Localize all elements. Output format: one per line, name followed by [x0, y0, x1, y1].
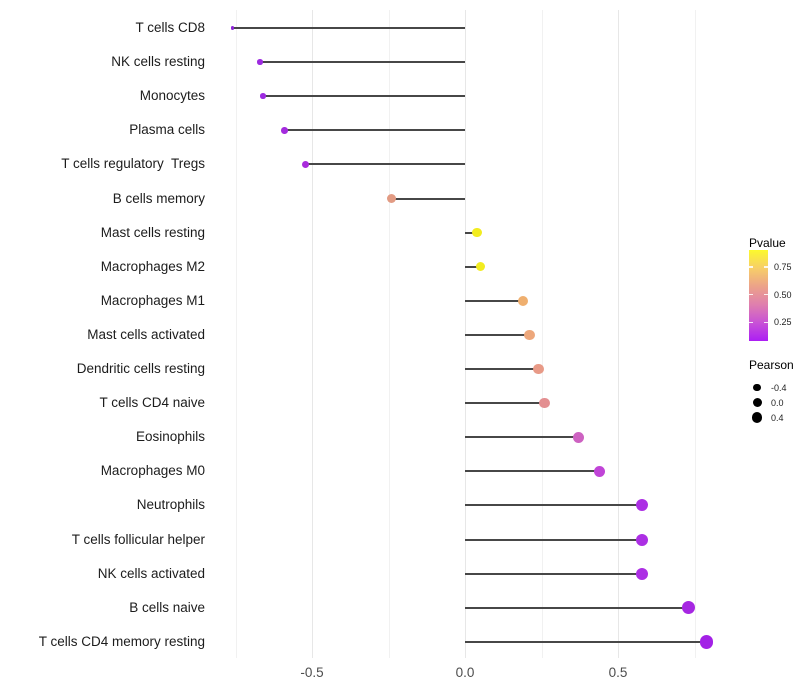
pearson-legend-label: -0.4 [771, 382, 787, 393]
gridline [388, 10, 390, 658]
lollipop-dot [533, 363, 544, 375]
pvalue-tick-mark [749, 266, 753, 268]
category-label: B cells naive [129, 599, 205, 615]
lollipop-stem [465, 470, 600, 473]
pvalue-colorbar [749, 250, 768, 341]
lollipop-dot [572, 431, 584, 443]
lollipop-stem [232, 27, 465, 29]
lollipop-stem [465, 640, 707, 643]
pvalue-tick-mark [764, 321, 768, 323]
pearson-legend-label: 0.0 [771, 397, 784, 408]
lollipop-dot [472, 227, 482, 238]
lollipop-stem [305, 163, 465, 166]
pvalue-tick-mark [749, 293, 753, 296]
lollipop-stem [465, 504, 643, 507]
lollipop-dot [257, 59, 263, 65]
category-label: B cells memory [112, 190, 205, 206]
category-label: T cells follicular helper [71, 531, 205, 547]
category-label: Mast cells resting [100, 224, 205, 240]
lollipop-dot [636, 567, 649, 580]
lollipop-stem [263, 95, 465, 98]
pvalue-tick-label: 0.50 [774, 289, 792, 300]
lollipop-stem [259, 61, 465, 64]
lollipop-stem [465, 606, 689, 609]
lollipop-dot [302, 160, 310, 168]
pearson-legend-dot [751, 412, 763, 423]
gridline [694, 10, 696, 658]
lollipop-dot [387, 194, 397, 203]
lollipop-dot [593, 465, 606, 478]
lollipop-dot [539, 397, 550, 409]
lollipop-dot [636, 533, 649, 546]
category-label: T cells CD4 naive [99, 395, 205, 411]
lollipop-dot [524, 329, 535, 341]
category-label: Dendritic cells resting [76, 361, 205, 376]
category-label: T cells CD4 memory resting [38, 633, 205, 649]
gridline [312, 10, 313, 658]
lollipop-stem [465, 436, 579, 439]
lollipop-dot [636, 499, 649, 512]
gridline [541, 10, 543, 658]
lollipop-stem [465, 299, 524, 302]
category-label: Neutrophils [136, 497, 205, 513]
pearson-legend-label: 0.4 [771, 412, 784, 423]
x-tick-label: -0.5 [300, 665, 324, 680]
category-label: Plasma cells [129, 122, 205, 138]
pearson-legend-title: Pearson [749, 358, 794, 372]
pvalue-legend-title: Pvalue [749, 236, 786, 250]
x-tick-label: 0.0 [455, 665, 475, 680]
category-label: Macrophages M1 [100, 292, 205, 308]
category-label: Macrophages M0 [100, 463, 205, 479]
category-label: T cells regulatory Tregs [61, 156, 205, 172]
category-label: Eosinophils [135, 429, 205, 445]
gridline [618, 10, 619, 658]
lollipop-stem [465, 333, 530, 336]
lollipop-dot [260, 93, 266, 99]
category-label: NK cells resting [111, 54, 205, 70]
lollipop-stem [391, 197, 465, 200]
category-label: Macrophages M2 [100, 258, 205, 274]
category-label: NK cells activated [97, 565, 205, 581]
x-tick-label: 0.5 [608, 665, 628, 680]
lollipop-dot [230, 26, 235, 30]
lollipop-stem [465, 368, 539, 370]
pvalue-tick-mark [764, 266, 768, 268]
pearson-legend-dot [753, 383, 761, 392]
lollipop-stem [284, 129, 465, 132]
lollipop-stem [465, 402, 545, 405]
lollipop-dot [518, 295, 529, 306]
lollipop-stem [465, 231, 478, 234]
pvalue-tick-mark [764, 293, 768, 296]
lollipop-dot [281, 127, 288, 134]
lollipop-stem [465, 538, 643, 541]
gridline [235, 10, 237, 658]
pvalue-tick-label: 0.75 [774, 262, 792, 273]
pvalue-tick-label: 0.25 [774, 317, 792, 328]
category-label: Monocytes [139, 88, 205, 104]
lollipop-stem [465, 572, 643, 575]
pvalue-tick-mark [749, 321, 753, 323]
lollipop-dot [475, 261, 486, 272]
lollipop-dot [681, 601, 695, 615]
pearson-legend-dot [752, 398, 762, 407]
lollipop-dot [699, 635, 714, 649]
lollipop-stem [465, 265, 481, 268]
category-label: T cells CD8 [135, 20, 205, 35]
category-label: Mast cells activated [87, 326, 205, 342]
